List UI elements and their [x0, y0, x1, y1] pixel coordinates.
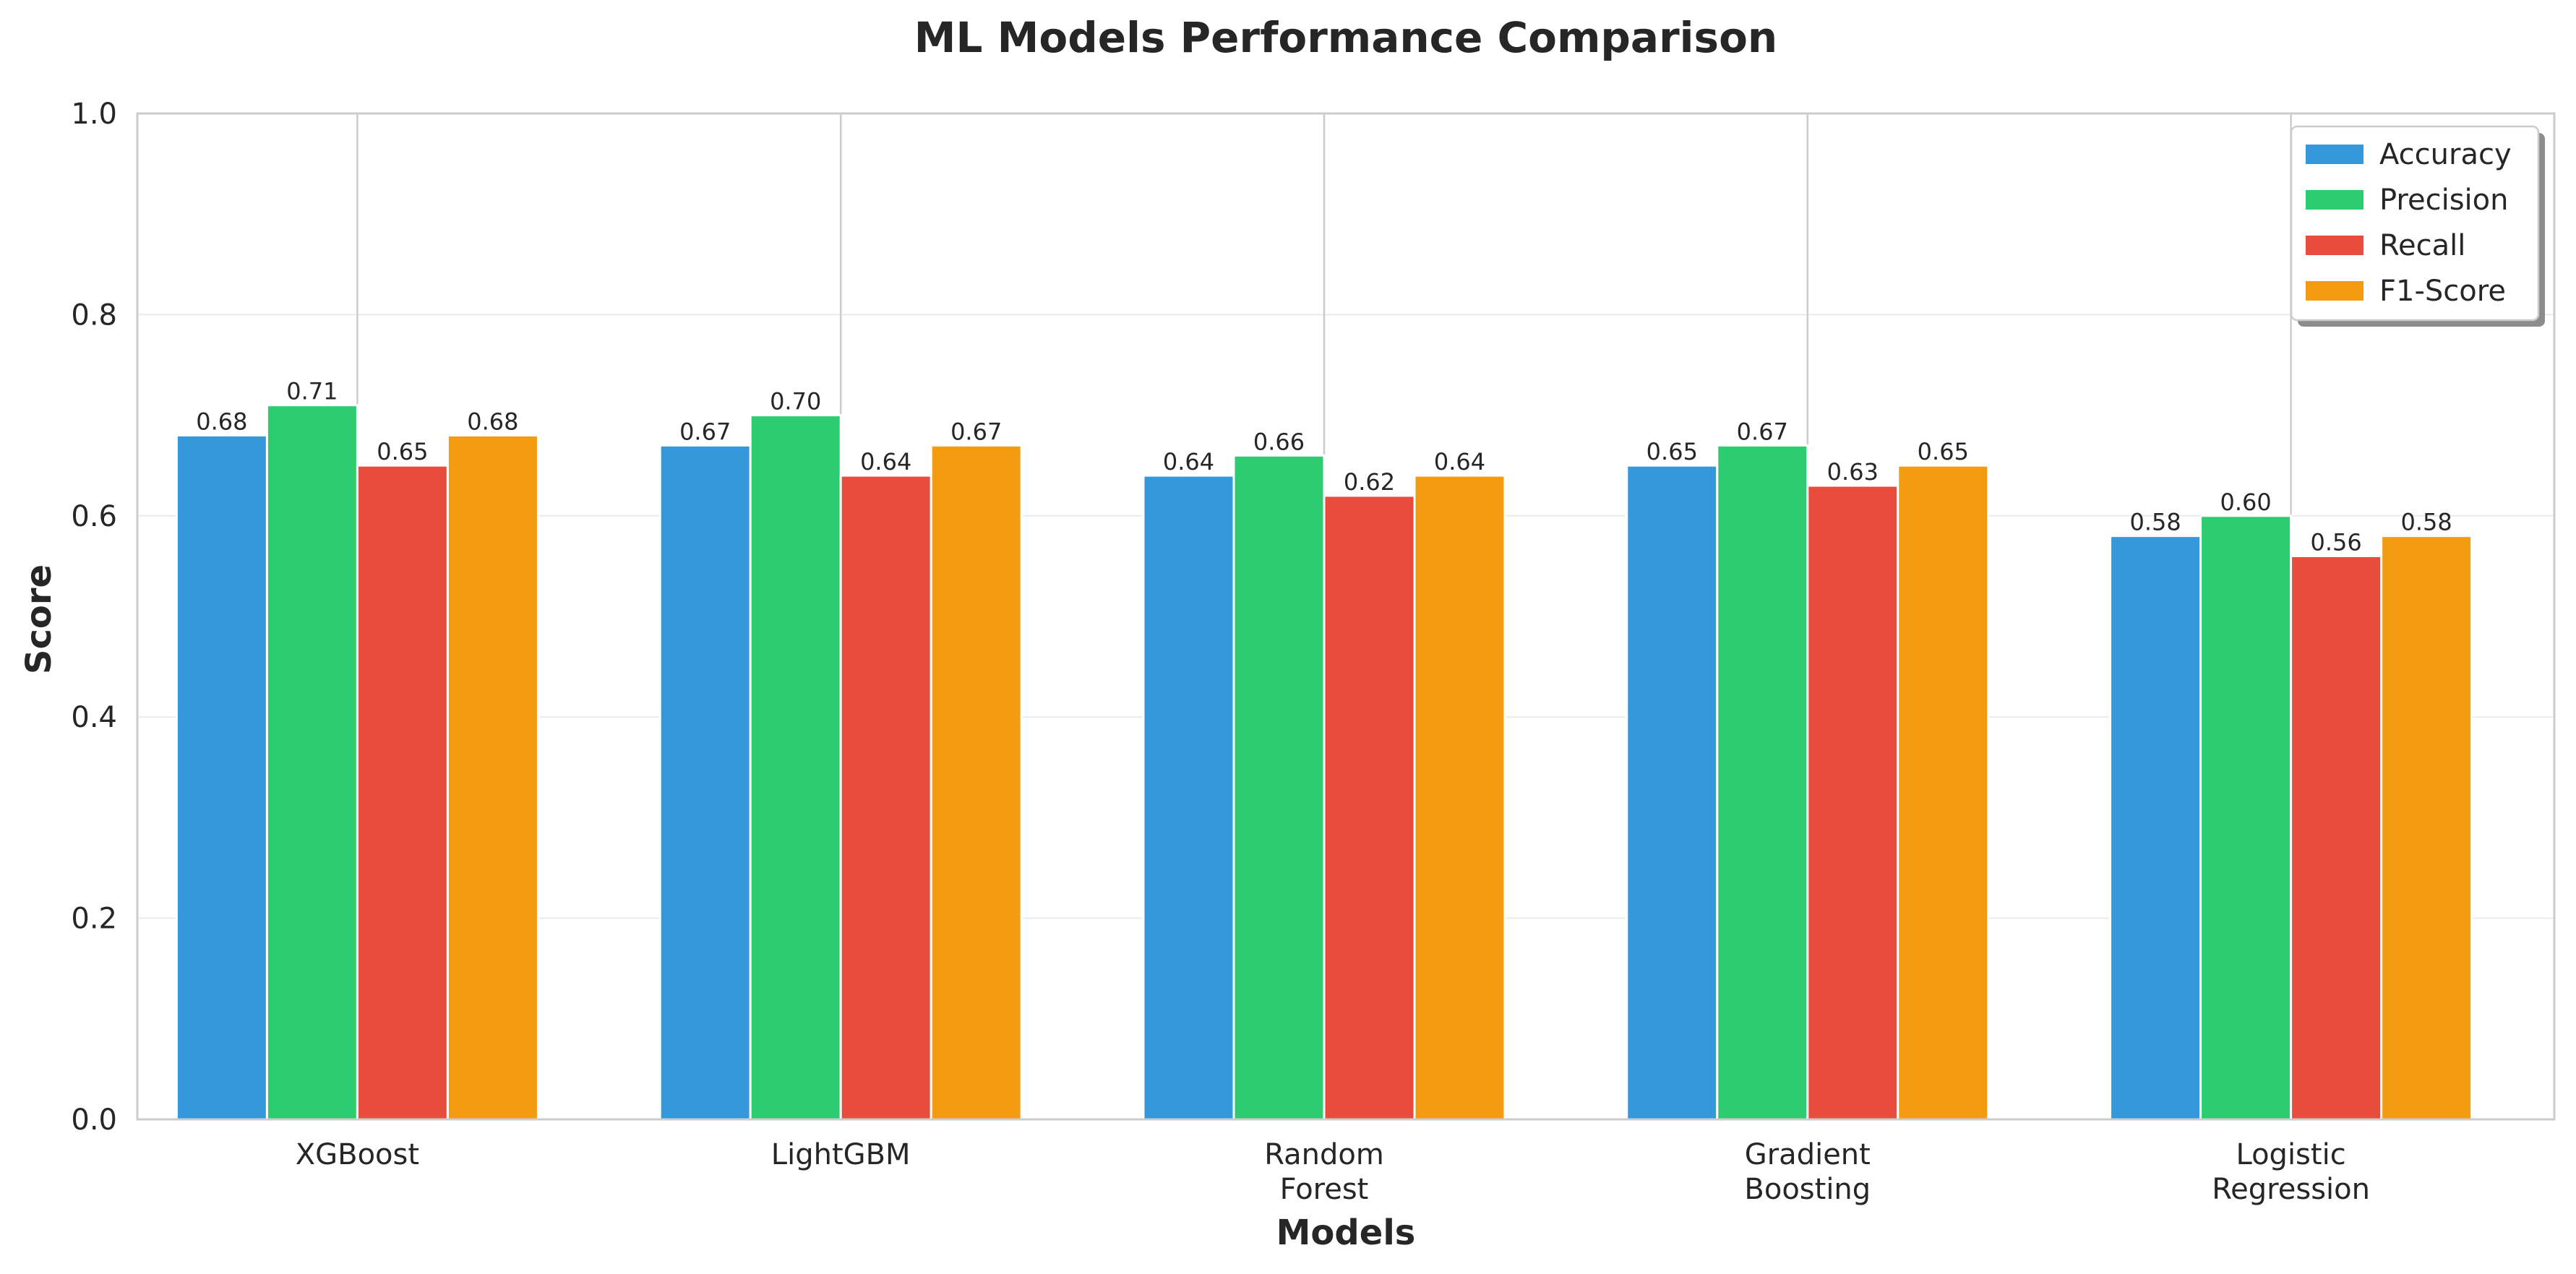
- bar-value-label: 0.67: [679, 418, 731, 445]
- bar-value-label: 0.63: [1827, 458, 1879, 486]
- y-tick-label: 0.4: [71, 701, 117, 734]
- y-tick-label: 0.6: [71, 500, 117, 533]
- y-tick-label: 0.2: [71, 903, 117, 936]
- bar-value-label: 0.65: [1647, 438, 1698, 465]
- bar-accuracy: [1142, 474, 1235, 1121]
- bar-recall: [2290, 554, 2383, 1121]
- bar-value-label: 0.67: [950, 418, 1002, 445]
- x-tick-label: Boosting: [1744, 1173, 1871, 1206]
- bar-accuracy: [658, 444, 752, 1121]
- legend-label: Precision: [2379, 184, 2508, 217]
- x-tick-label: Gradient: [1745, 1138, 1871, 1171]
- x-tick-label: Forest: [1280, 1173, 1369, 1206]
- bar-value-label: 0.62: [1344, 468, 1395, 496]
- x-tick-label: Random: [1264, 1138, 1384, 1171]
- legend-swatch: [2306, 145, 2364, 164]
- bar-value-label: 0.64: [1163, 448, 1214, 475]
- x-tick-label: LightGBM: [771, 1138, 911, 1171]
- bar-f1-score: [929, 444, 1023, 1121]
- bar-value-label: 0.66: [1253, 428, 1305, 455]
- bar-precision: [1232, 454, 1326, 1121]
- bar-precision: [749, 414, 842, 1121]
- bar-recall: [839, 474, 932, 1121]
- bar-value-label: 0.68: [196, 408, 247, 435]
- bar-recall: [356, 464, 449, 1121]
- plot-frame: [136, 112, 2556, 1121]
- bar-f1-score: [446, 434, 539, 1121]
- legend-swatch: [2306, 281, 2364, 301]
- bar-f1-score: [2380, 535, 2473, 1121]
- y-tick-label: 1.0: [71, 98, 117, 131]
- x-axis-label: Models: [1276, 1213, 1416, 1253]
- bar-value-label: 0.64: [860, 448, 911, 475]
- chart-title: ML Models Performance Comparison: [914, 13, 1777, 62]
- bar-f1-score: [1413, 474, 1506, 1121]
- legend-swatch: [2306, 236, 2364, 255]
- y-tick-label: 0.0: [71, 1103, 117, 1137]
- bar-value-label: 0.68: [467, 408, 518, 435]
- bar-f1-score: [1897, 464, 1990, 1121]
- x-tick-label: Regression: [2212, 1173, 2370, 1206]
- legend-label: Accuracy: [2379, 138, 2512, 171]
- bar-precision: [2199, 515, 2293, 1121]
- bar-value-label: 0.58: [2129, 509, 2181, 536]
- legend-label: F1-Score: [2379, 275, 2506, 308]
- y-axis-label: Score: [19, 564, 59, 674]
- bar-value-label: 0.64: [1434, 448, 1485, 475]
- bar-recall: [1323, 494, 1416, 1121]
- x-tick-label: Logistic: [2236, 1138, 2346, 1171]
- legend-box: [2290, 125, 2540, 322]
- bar-accuracy: [2109, 535, 2202, 1121]
- legend-swatch: [2306, 190, 2364, 210]
- bar-precision: [265, 404, 359, 1121]
- bar-value-label: 0.65: [377, 438, 428, 465]
- bar-accuracy: [1626, 464, 1719, 1121]
- legend-label: Recall: [2379, 229, 2465, 262]
- bar-value-label: 0.67: [1737, 418, 1788, 445]
- bar-recall: [1806, 484, 1899, 1121]
- bar-value-label: 0.60: [2220, 488, 2271, 516]
- x-tick-label: XGBoost: [296, 1138, 419, 1171]
- bar-value-label: 0.65: [1918, 438, 1969, 465]
- bar-value-label: 0.70: [770, 388, 821, 416]
- bar-precision: [1716, 444, 1809, 1121]
- bar-value-label: 0.71: [286, 378, 338, 405]
- bar-accuracy: [175, 434, 268, 1121]
- y-tick-label: 0.8: [71, 298, 117, 332]
- bar-value-label: 0.56: [2310, 528, 2361, 556]
- bar-value-label: 0.58: [2400, 509, 2452, 536]
